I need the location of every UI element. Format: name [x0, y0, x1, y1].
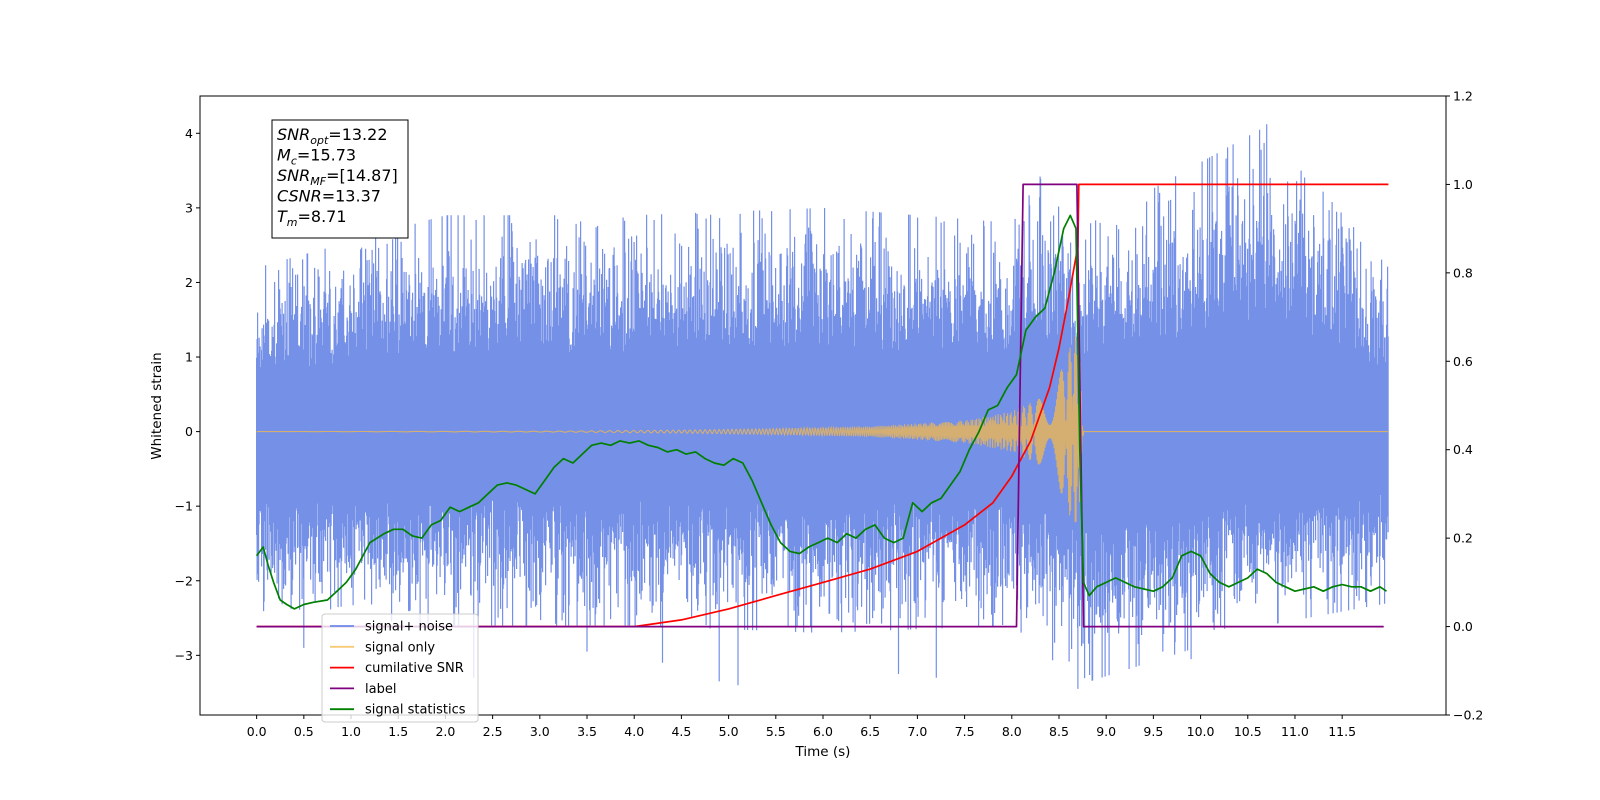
y-left-tick-label: 0 — [185, 424, 193, 439]
annotation-box: SNRopt=13.22Mc=15.73SNRMF=[14.87]CSNR=13… — [271, 119, 409, 239]
y-right-tick-label: 0.6 — [1453, 354, 1473, 369]
series-signal-noise — [256, 124, 1389, 689]
legend-entry-signal-only: signal only — [365, 640, 435, 655]
legend-entry-signal-statistics: signal statistics — [365, 703, 466, 718]
y-left-tick-label: −1 — [175, 499, 193, 514]
x-tick-label: 0.5 — [294, 724, 314, 739]
x-tick-label: 0.0 — [247, 724, 267, 739]
x-tick-label: 9.0 — [1096, 724, 1116, 739]
legend-entry-cumilative-snr: cumilative SNR — [365, 661, 464, 676]
y-left-tick-label: 2 — [185, 275, 193, 290]
x-tick-label: 5.0 — [719, 724, 739, 739]
annotation-line: Tm=8.71 — [277, 207, 347, 229]
x-tick-label: 11.5 — [1328, 724, 1356, 739]
x-tick-label: 9.5 — [1143, 724, 1163, 739]
annotation-line: Mc=15.73 — [277, 146, 356, 168]
x-tick-label: 2.5 — [483, 724, 503, 739]
y-left-tick-label: 3 — [185, 200, 193, 215]
annotation-line: CSNR=13.37 — [277, 187, 381, 206]
y-left-tick-label: 4 — [185, 126, 193, 141]
x-tick-label: 4.5 — [671, 724, 691, 739]
y-right-tick-label: 0.2 — [1453, 531, 1473, 546]
series-signal-statistics — [255, 214, 1387, 610]
y-right-tick-label: 0.8 — [1453, 265, 1473, 280]
y-right-tick-label: 1.2 — [1453, 89, 1473, 104]
annotation-line: SNRMF=[14.87] — [277, 166, 398, 188]
y-right-tick-label: 0.4 — [1453, 442, 1473, 457]
y-left-tick-label: −2 — [175, 573, 193, 588]
y-right-tick-label: −0.2 — [1453, 708, 1483, 723]
legend-entry-label: label — [365, 682, 396, 697]
legend: signal+ noise signal only cumilative SNR la… — [321, 613, 479, 723]
x-tick-label: 10.5 — [1234, 724, 1262, 739]
y-right-tick-label: 1.0 — [1453, 177, 1473, 192]
series-label — [256, 183, 1384, 628]
y-axis-label-left: Whitened strain — [149, 352, 165, 459]
legend-entry-signal-noise: signal+ noise — [365, 620, 453, 635]
x-tick-label: 1.5 — [388, 724, 408, 739]
legend-frame — [321, 613, 479, 723]
x-tick-label: 4.0 — [624, 724, 644, 739]
x-tick-label: 7.5 — [955, 724, 975, 739]
x-tick-label: 11.0 — [1281, 724, 1309, 739]
x-tick-label: 5.5 — [766, 724, 786, 739]
x-axis-label: Time (s) — [795, 744, 851, 760]
x-tick-label: 2.0 — [435, 724, 455, 739]
x-tick-label: 3.5 — [577, 724, 597, 739]
y-left-tick-label: −3 — [175, 648, 193, 663]
series-layer — [255, 124, 1389, 689]
annotation-line: SNRopt=13.22 — [277, 125, 388, 147]
annotation-frame — [271, 119, 409, 239]
y-left-tick-label: 1 — [185, 350, 193, 365]
axes-layer: 0.0 0.5 1.0 1.5 2.0 2.5 3.0 3.5 4.0 4.5 5.0 5.5 6.0 6… — [175, 89, 1484, 740]
x-tick-label: 6.0 — [813, 724, 833, 739]
series-signal-only — [256, 336, 1389, 523]
x-tick-label: 6.5 — [860, 724, 880, 739]
x-tick-label: 7.0 — [907, 724, 927, 739]
x-tick-label: 8.5 — [1049, 724, 1069, 739]
y-right-tick-label: 0.0 — [1453, 619, 1473, 634]
x-tick-label: 8.0 — [1002, 724, 1022, 739]
x-tick-label: 3.0 — [530, 724, 550, 739]
x-tick-label: 1.0 — [341, 724, 361, 739]
x-tick-label: 10.0 — [1187, 724, 1215, 739]
